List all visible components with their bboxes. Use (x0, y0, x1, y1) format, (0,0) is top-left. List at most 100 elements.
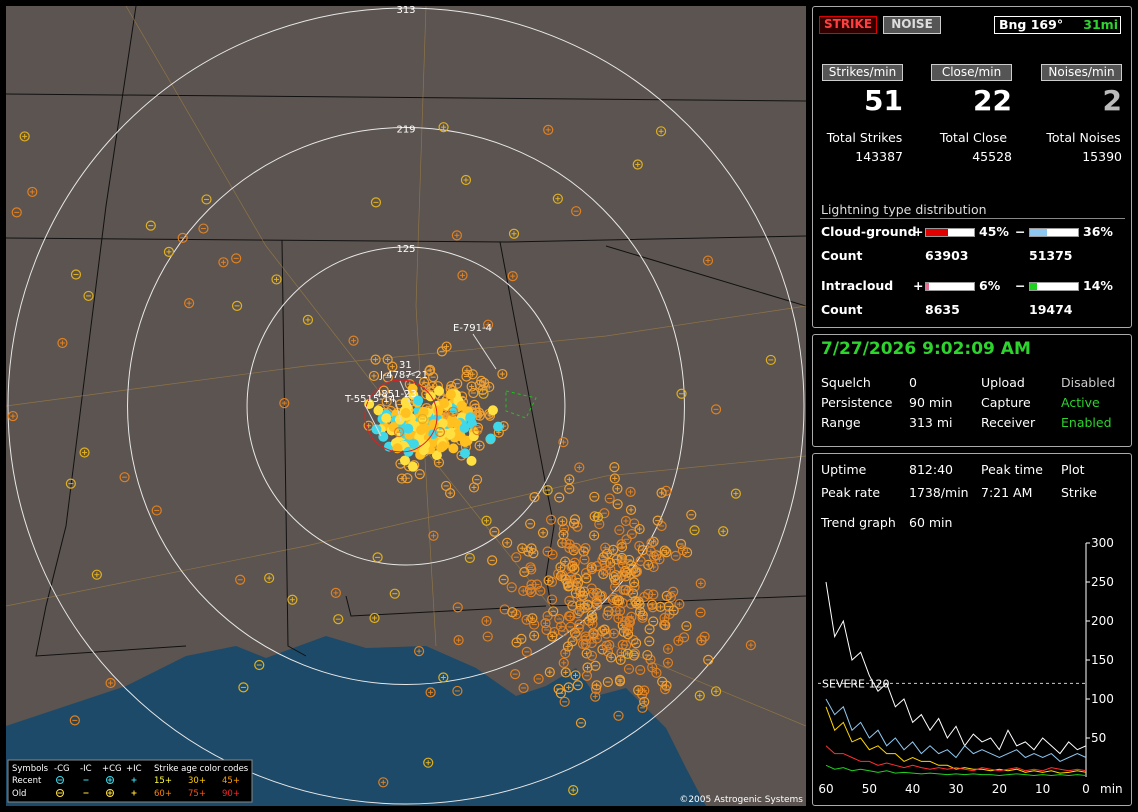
percent-bar (1030, 229, 1048, 236)
map[interactable]: 125 219 313 E-791-4 J-4787-21 4851-23T-5515-1… (6, 6, 806, 806)
strike (370, 354, 381, 365)
strike (516, 633, 527, 644)
strike (563, 682, 574, 693)
strike (602, 548, 613, 559)
strike (502, 537, 513, 548)
strike (639, 685, 650, 696)
strike (497, 368, 508, 380)
strike (665, 592, 676, 603)
stat-value[interactable]: Strike (1061, 485, 1097, 500)
rate-header[interactable]: Close/min (931, 64, 1012, 81)
count-label: Count (821, 302, 863, 317)
percent-bar-track (925, 228, 975, 237)
strike (622, 629, 634, 640)
rate-header[interactable]: Strikes/min (822, 64, 903, 81)
strike-recent (420, 439, 431, 450)
strike (699, 631, 710, 642)
strike (647, 602, 658, 613)
strike (368, 370, 380, 382)
strike (547, 631, 558, 642)
strike (656, 487, 667, 498)
strike (624, 617, 636, 628)
total-label: Total Noises (1046, 130, 1121, 145)
stat-label: Plot (1061, 462, 1085, 477)
x-tick-label: 0 (1082, 782, 1090, 796)
strike (370, 197, 382, 208)
rate-header[interactable]: Noises/min (1041, 64, 1122, 81)
setting-label: Upload (981, 375, 1025, 390)
strike (642, 649, 653, 661)
stat-value: 1738/min (909, 485, 969, 500)
strike (198, 223, 209, 234)
strike (602, 610, 613, 621)
total-label: Total Strikes (826, 130, 903, 145)
strike (558, 437, 569, 448)
strike (452, 685, 463, 697)
divider (820, 218, 1125, 219)
strike-recent (439, 398, 450, 409)
strike (453, 635, 464, 646)
legend-title: Strike age color codes (154, 764, 249, 774)
strike (616, 647, 627, 658)
strike (574, 605, 585, 616)
setting-value: 90 min (909, 395, 953, 410)
count-value: 51375 (1029, 248, 1073, 263)
strike-recent (403, 423, 414, 434)
legend-age: 60+ (154, 789, 172, 799)
strike (655, 601, 666, 613)
trend-line (825, 581, 1087, 755)
strike (543, 575, 554, 586)
strike (445, 487, 456, 499)
strike-recent (408, 439, 419, 450)
strike (544, 667, 555, 678)
strike-recent (455, 431, 466, 442)
setting-value: Enabled (1061, 415, 1112, 430)
strike (537, 527, 549, 538)
legend-row-label: Old (12, 789, 26, 799)
strike-recent (373, 405, 384, 416)
strike (457, 270, 468, 281)
strike-recent (437, 418, 448, 429)
strike (577, 590, 589, 601)
strike (600, 542, 611, 553)
strike (648, 536, 659, 547)
percent-bar-track (925, 282, 975, 291)
y-tick-label: 50 (1091, 731, 1106, 745)
strike (478, 388, 489, 399)
percent-label: 36% (1083, 224, 1113, 239)
strike (710, 404, 722, 415)
strike (333, 614, 344, 625)
strike (660, 620, 671, 631)
count-value: 19474 (1029, 302, 1073, 317)
strike (554, 613, 565, 625)
strike (634, 523, 645, 535)
strike (655, 126, 667, 137)
strike (231, 300, 243, 311)
strike (529, 630, 540, 641)
strike (668, 605, 679, 616)
strike (238, 682, 249, 693)
strike-recent (400, 408, 411, 419)
strike (558, 657, 569, 668)
strike (271, 274, 282, 285)
strike (387, 361, 398, 372)
stat-label: Peak rate (821, 485, 881, 500)
strike-button[interactable]: STRIKE (819, 16, 877, 34)
range-ring (7, 7, 805, 805)
strike (561, 537, 572, 549)
noise-button[interactable]: NOISE (883, 16, 941, 34)
strike (644, 636, 655, 647)
storm-leader (394, 399, 402, 422)
strike (393, 427, 405, 438)
strike (610, 606, 621, 617)
strike (519, 566, 530, 578)
strike (572, 680, 583, 691)
distribution-title: Lightning type distribution (821, 202, 987, 217)
strike (11, 207, 22, 218)
strike (369, 612, 380, 624)
strike (710, 686, 722, 697)
stat-value: 60 min (909, 515, 953, 530)
strike (628, 650, 639, 661)
strike (468, 387, 479, 399)
strike (572, 608, 583, 619)
